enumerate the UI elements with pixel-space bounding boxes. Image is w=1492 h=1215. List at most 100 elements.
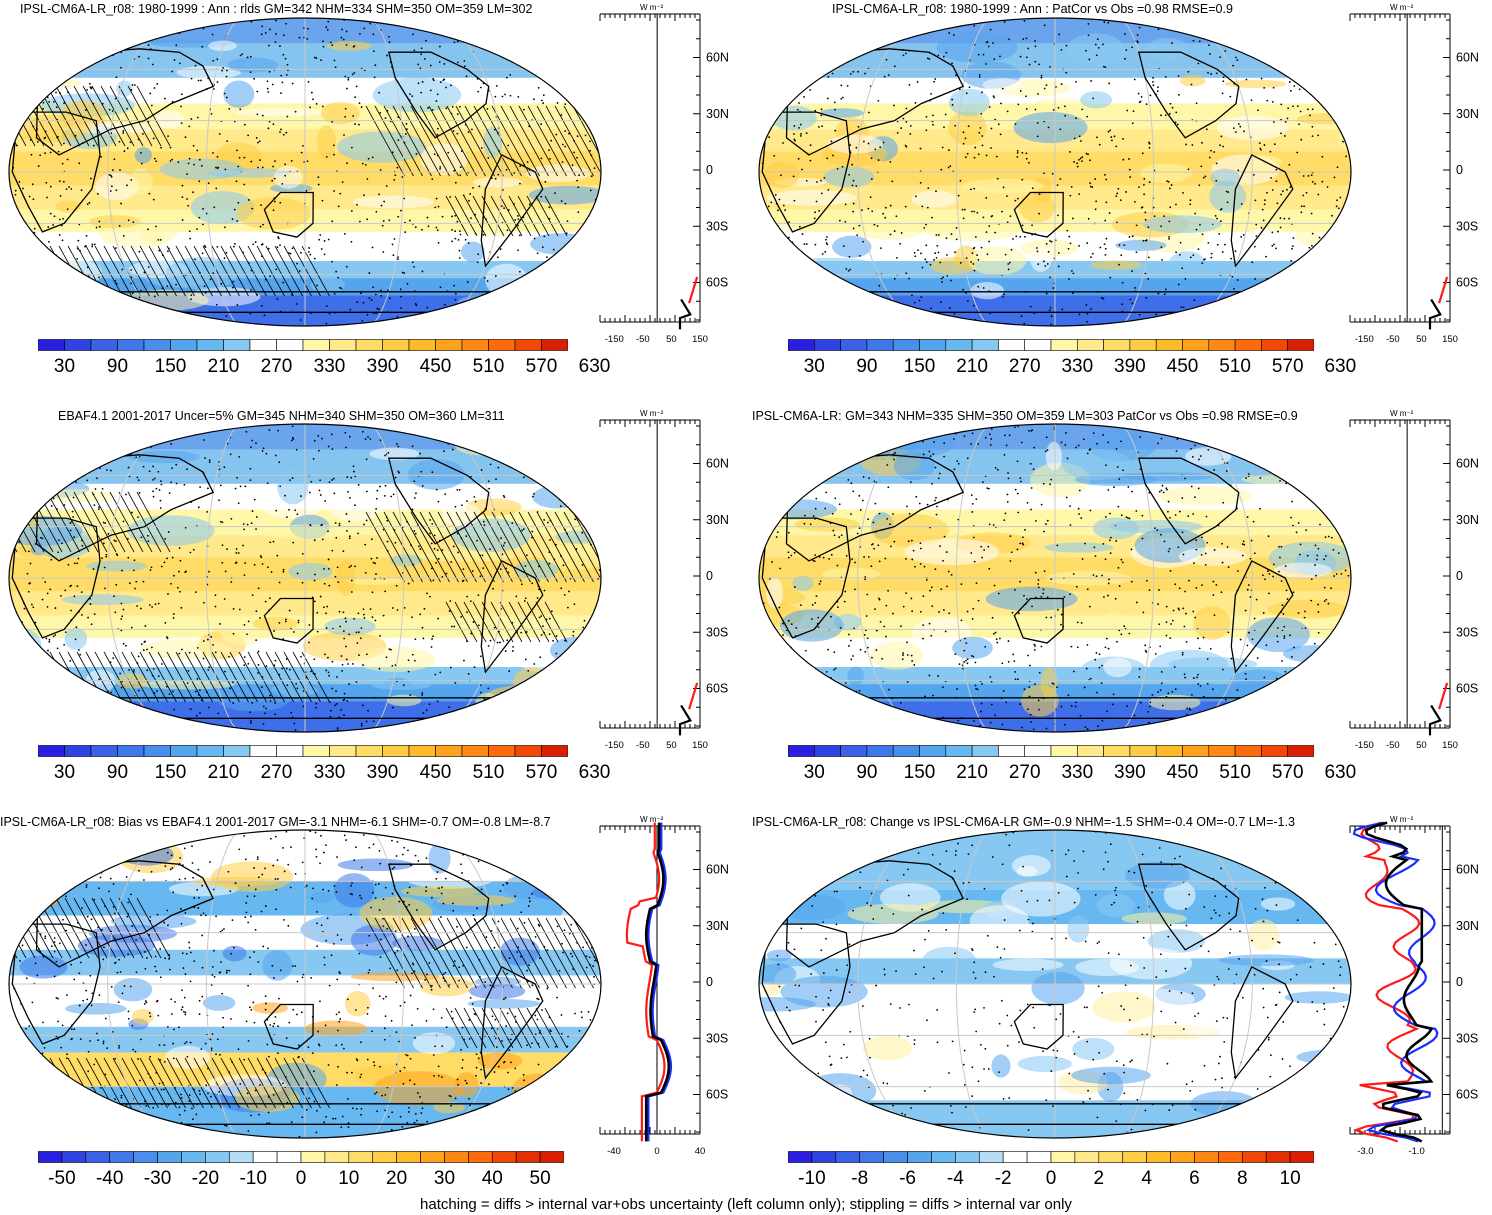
stipple-dot (770, 50, 773, 52)
stipple-dot (1157, 422, 1159, 423)
stipple-dot (1276, 635, 1279, 638)
stipple-dot (1127, 486, 1130, 488)
stipple-dot (456, 488, 459, 491)
stipple-dot (543, 698, 546, 701)
stipple-dot (548, 562, 551, 565)
stipple-dot (84, 245, 86, 248)
stipple-dot (284, 57, 287, 60)
stipple-dot (1290, 655, 1293, 658)
stipple-dot (910, 654, 913, 657)
stipple-dot (558, 721, 560, 723)
stipple-dot (17, 534, 19, 537)
stipple-dot (269, 28, 271, 31)
stipple-dot (911, 660, 914, 662)
stipple-dot (540, 99, 543, 102)
stipple-dot (989, 312, 991, 315)
stipple-dot (282, 133, 285, 136)
stipple-dot (1204, 426, 1206, 429)
stipple-dot (343, 134, 345, 136)
stipple-dot (920, 296, 923, 299)
stipple-dot (431, 523, 434, 525)
stipple-dot (1282, 190, 1284, 193)
stipple-dot (565, 232, 568, 235)
stipple-dot (492, 725, 494, 728)
stipple-dot (964, 637, 966, 640)
stipple-dot (1283, 45, 1286, 48)
stipple-dot (1131, 122, 1134, 125)
stipple-dot (463, 659, 465, 662)
stipple-dot (129, 26, 132, 29)
stipple-dot (951, 62, 953, 65)
hatch-line (526, 601, 550, 643)
stipple-dot (120, 602, 123, 605)
stipple-dot (941, 281, 944, 283)
map-blotch (512, 667, 552, 697)
map-blotch (386, 694, 422, 707)
stipple-dot (239, 54, 242, 57)
stipple-dot (759, 650, 762, 653)
stipple-dot (919, 424, 922, 426)
stipple-dot (147, 540, 150, 543)
stipple-dot (960, 619, 963, 622)
stipple-dot (448, 706, 450, 709)
stipple-dot (893, 277, 896, 280)
stipple-dot (990, 438, 993, 440)
stipple-dot (1075, 117, 1077, 120)
stipple-dot (1219, 220, 1222, 223)
stipple-dot (892, 513, 894, 515)
stipple-dot (249, 55, 252, 58)
stipple-dot (502, 494, 505, 497)
stipple-dot (1271, 244, 1274, 247)
stipple-dot (1317, 134, 1320, 137)
stipple-dot (1317, 603, 1319, 606)
stipple-dot (350, 564, 353, 567)
stipple-dot (122, 642, 125, 645)
stipple-dot (899, 625, 902, 628)
stipple-dot (1094, 43, 1097, 46)
stipple-dot (1292, 591, 1295, 594)
hatch-line (554, 511, 594, 583)
map-blotch (40, 258, 103, 288)
stipple-dot (1157, 28, 1160, 31)
stipple-dot (243, 123, 246, 126)
stipple-dot (124, 644, 127, 647)
stipple-dot (359, 220, 361, 223)
stipple-dot (1277, 230, 1279, 233)
stipple-dot (319, 234, 322, 236)
stipple-dot (1098, 653, 1101, 656)
stipple-dot (44, 136, 47, 139)
stipple-dot (1025, 108, 1028, 110)
stipple-dot (66, 269, 69, 272)
stipple-dot (198, 180, 201, 183)
stipple-dot (814, 211, 816, 214)
map-blotch (483, 126, 503, 159)
stipple-dot (39, 536, 42, 539)
stipple-dot (1335, 573, 1338, 575)
stipple-dot (9, 728, 10, 731)
stipple-dot (176, 586, 179, 589)
stipple-dot (1219, 144, 1221, 147)
stipple-dot (184, 571, 187, 574)
stipple-dot (459, 166, 462, 169)
stipple-dot (783, 68, 786, 70)
stipple-dot (318, 489, 321, 492)
stipple-dot (468, 708, 471, 711)
stipple-dot (862, 140, 865, 143)
stipple-dot (819, 442, 822, 445)
stipple-dot (75, 312, 77, 315)
stipple-dot (1274, 31, 1277, 34)
stipple-dot (337, 205, 340, 208)
stipple-dot (89, 86, 92, 89)
stipple-dot (229, 687, 232, 690)
stipple-dot (325, 612, 327, 615)
map-blotch (823, 166, 875, 188)
graticule-lon-line (1188, 424, 1253, 732)
stipple-dot (260, 204, 263, 207)
stipple-dot (466, 595, 469, 598)
hatch-line (428, 105, 468, 177)
stipple-dot (32, 198, 35, 201)
stipple-dot (989, 444, 992, 446)
stipple-dot (51, 18, 54, 20)
stipple-dot (155, 487, 158, 490)
stipple-dot (1210, 73, 1213, 75)
